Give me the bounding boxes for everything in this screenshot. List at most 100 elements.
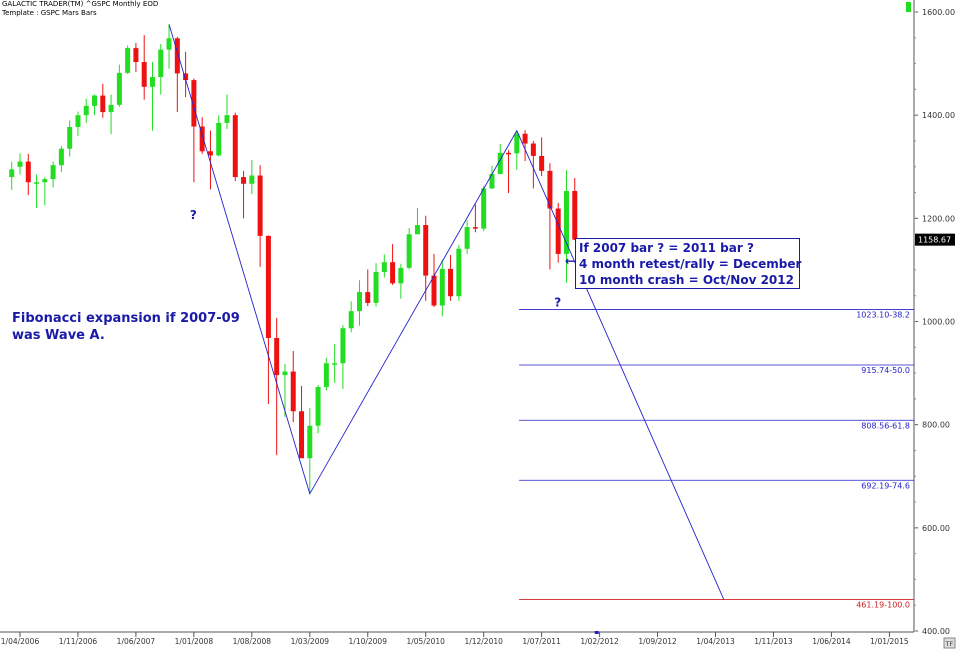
candle-body [9, 169, 15, 178]
candle-body [149, 76, 155, 87]
candle-body [249, 175, 255, 184]
y-tick-label: 600.00 [922, 524, 950, 533]
x-tick-label: 1/12/2010 [464, 637, 503, 646]
candle-body [116, 72, 122, 105]
candle-body [92, 95, 98, 106]
wave-a-note: Fibonacci expansion if 2007-09 was Wave … [12, 310, 240, 344]
scenario-line-3: 10 month crash = Oct/Nov 2012 [579, 273, 794, 287]
candle-body [481, 188, 487, 229]
candle-body [207, 151, 213, 156]
x-tick-label: 1/01/2008 [175, 637, 214, 646]
y-tick-label: 400.00 [922, 627, 950, 636]
question-mark: ? [554, 296, 561, 310]
candle-body [67, 127, 73, 149]
candle-body [315, 387, 321, 426]
candle-body [497, 152, 503, 174]
candle-body [166, 38, 172, 50]
candle-body [290, 371, 296, 412]
candle-body [216, 122, 222, 156]
candle-body [191, 80, 197, 127]
x-tick-label: 1/05/2010 [406, 637, 445, 646]
candle-body [100, 95, 106, 113]
candle-body [83, 105, 89, 116]
x-tick-label: 1/11/2006 [59, 637, 98, 646]
candle-body [423, 225, 429, 276]
scenario-line-1: If 2007 bar ? = 2011 bar ? [579, 241, 754, 255]
scenario-box: If 2007 bar ? = 2011 bar ? 4 month retes… [575, 238, 801, 289]
last-price-label: 1158.67 [918, 236, 951, 245]
candle-body [274, 338, 280, 376]
candle-body [125, 48, 131, 73]
candle-body [555, 208, 561, 254]
candle-body [456, 248, 462, 297]
x-tick-label: 1/10/2009 [349, 637, 388, 646]
candle-body [547, 170, 553, 209]
x-tick-label: 1/01/2015 [870, 637, 909, 646]
wave-projection-line [168, 24, 725, 600]
candle-body [141, 62, 147, 87]
candle-body [398, 267, 404, 284]
candle-body [390, 262, 396, 284]
candle-body [50, 165, 56, 180]
x-tick-label: 1/02/2012 [580, 637, 619, 646]
candle-body [282, 371, 288, 376]
x-tick-label: 1/09/2012 [638, 637, 677, 646]
x-tick-label: 1/11/2013 [754, 637, 793, 646]
wave-a-note-line-1: Fibonacci expansion if 2007-09 [12, 311, 240, 326]
candle-body [514, 133, 520, 154]
candle-body [464, 227, 470, 249]
candle-body [75, 115, 81, 128]
y-tick-label: 1600.00 [922, 8, 955, 17]
candle-body [58, 148, 64, 166]
candle-body [530, 143, 536, 156]
candle-body [307, 425, 313, 459]
last-price-box [915, 233, 955, 246]
candle-body [572, 190, 578, 240]
x-tick-label: 1/08/2008 [233, 637, 272, 646]
candle-body [431, 275, 437, 306]
candle-body [42, 179, 48, 183]
chart-template-label: Template : GSPC Mars Bars [2, 9, 97, 17]
corner-badge-label: TF [945, 640, 954, 648]
fib-level-label: 1023.10-38.2 [856, 311, 910, 320]
candle-body [489, 173, 495, 189]
candle-body [472, 227, 478, 229]
candle-body [257, 175, 263, 236]
wave-a-note-line-2: was Wave A. [12, 328, 105, 343]
candle-body [506, 152, 512, 155]
candle-body [348, 311, 354, 329]
x-tick-label: 1/04/2013 [696, 637, 735, 646]
x-tick-label: 1/07/2011 [522, 637, 561, 646]
candle-body [381, 262, 387, 272]
candle-body [34, 182, 40, 184]
fib-level-label: 692.19-74.6 [861, 481, 910, 490]
fib-level-label: 808.56-61.8 [861, 421, 910, 430]
fib-level-label: 915.74-50.0 [861, 366, 910, 375]
y-tick-label: 1400.00 [922, 111, 955, 120]
candle-body [356, 292, 362, 312]
candle-body [406, 234, 412, 268]
candle-body [183, 73, 189, 81]
candle-body [365, 292, 371, 303]
x-tick-label: 1/03/2009 [291, 637, 330, 646]
candle-body [414, 225, 420, 235]
candle-body [439, 268, 445, 306]
current-bar-indicator [906, 2, 911, 12]
x-tick-label: 1/06/2007 [117, 637, 156, 646]
candle-body [224, 115, 230, 123]
candle-body [174, 38, 180, 74]
fib-level-label: 461.19-100.0 [856, 600, 910, 609]
y-tick-label: 1000.00 [922, 318, 955, 327]
candle-body [563, 190, 569, 254]
candle-body [332, 363, 338, 365]
x-axis-marker [594, 631, 599, 634]
candle-body [522, 133, 528, 144]
candle-body [340, 328, 346, 364]
candle-body [241, 177, 247, 184]
scenario-arrow: ← [565, 254, 576, 268]
chart-header-title: GALACTIC TRADER(TM) ^GSPC Monthly EOD [2, 0, 159, 8]
candle-body [133, 48, 139, 63]
candle-body [299, 411, 305, 459]
